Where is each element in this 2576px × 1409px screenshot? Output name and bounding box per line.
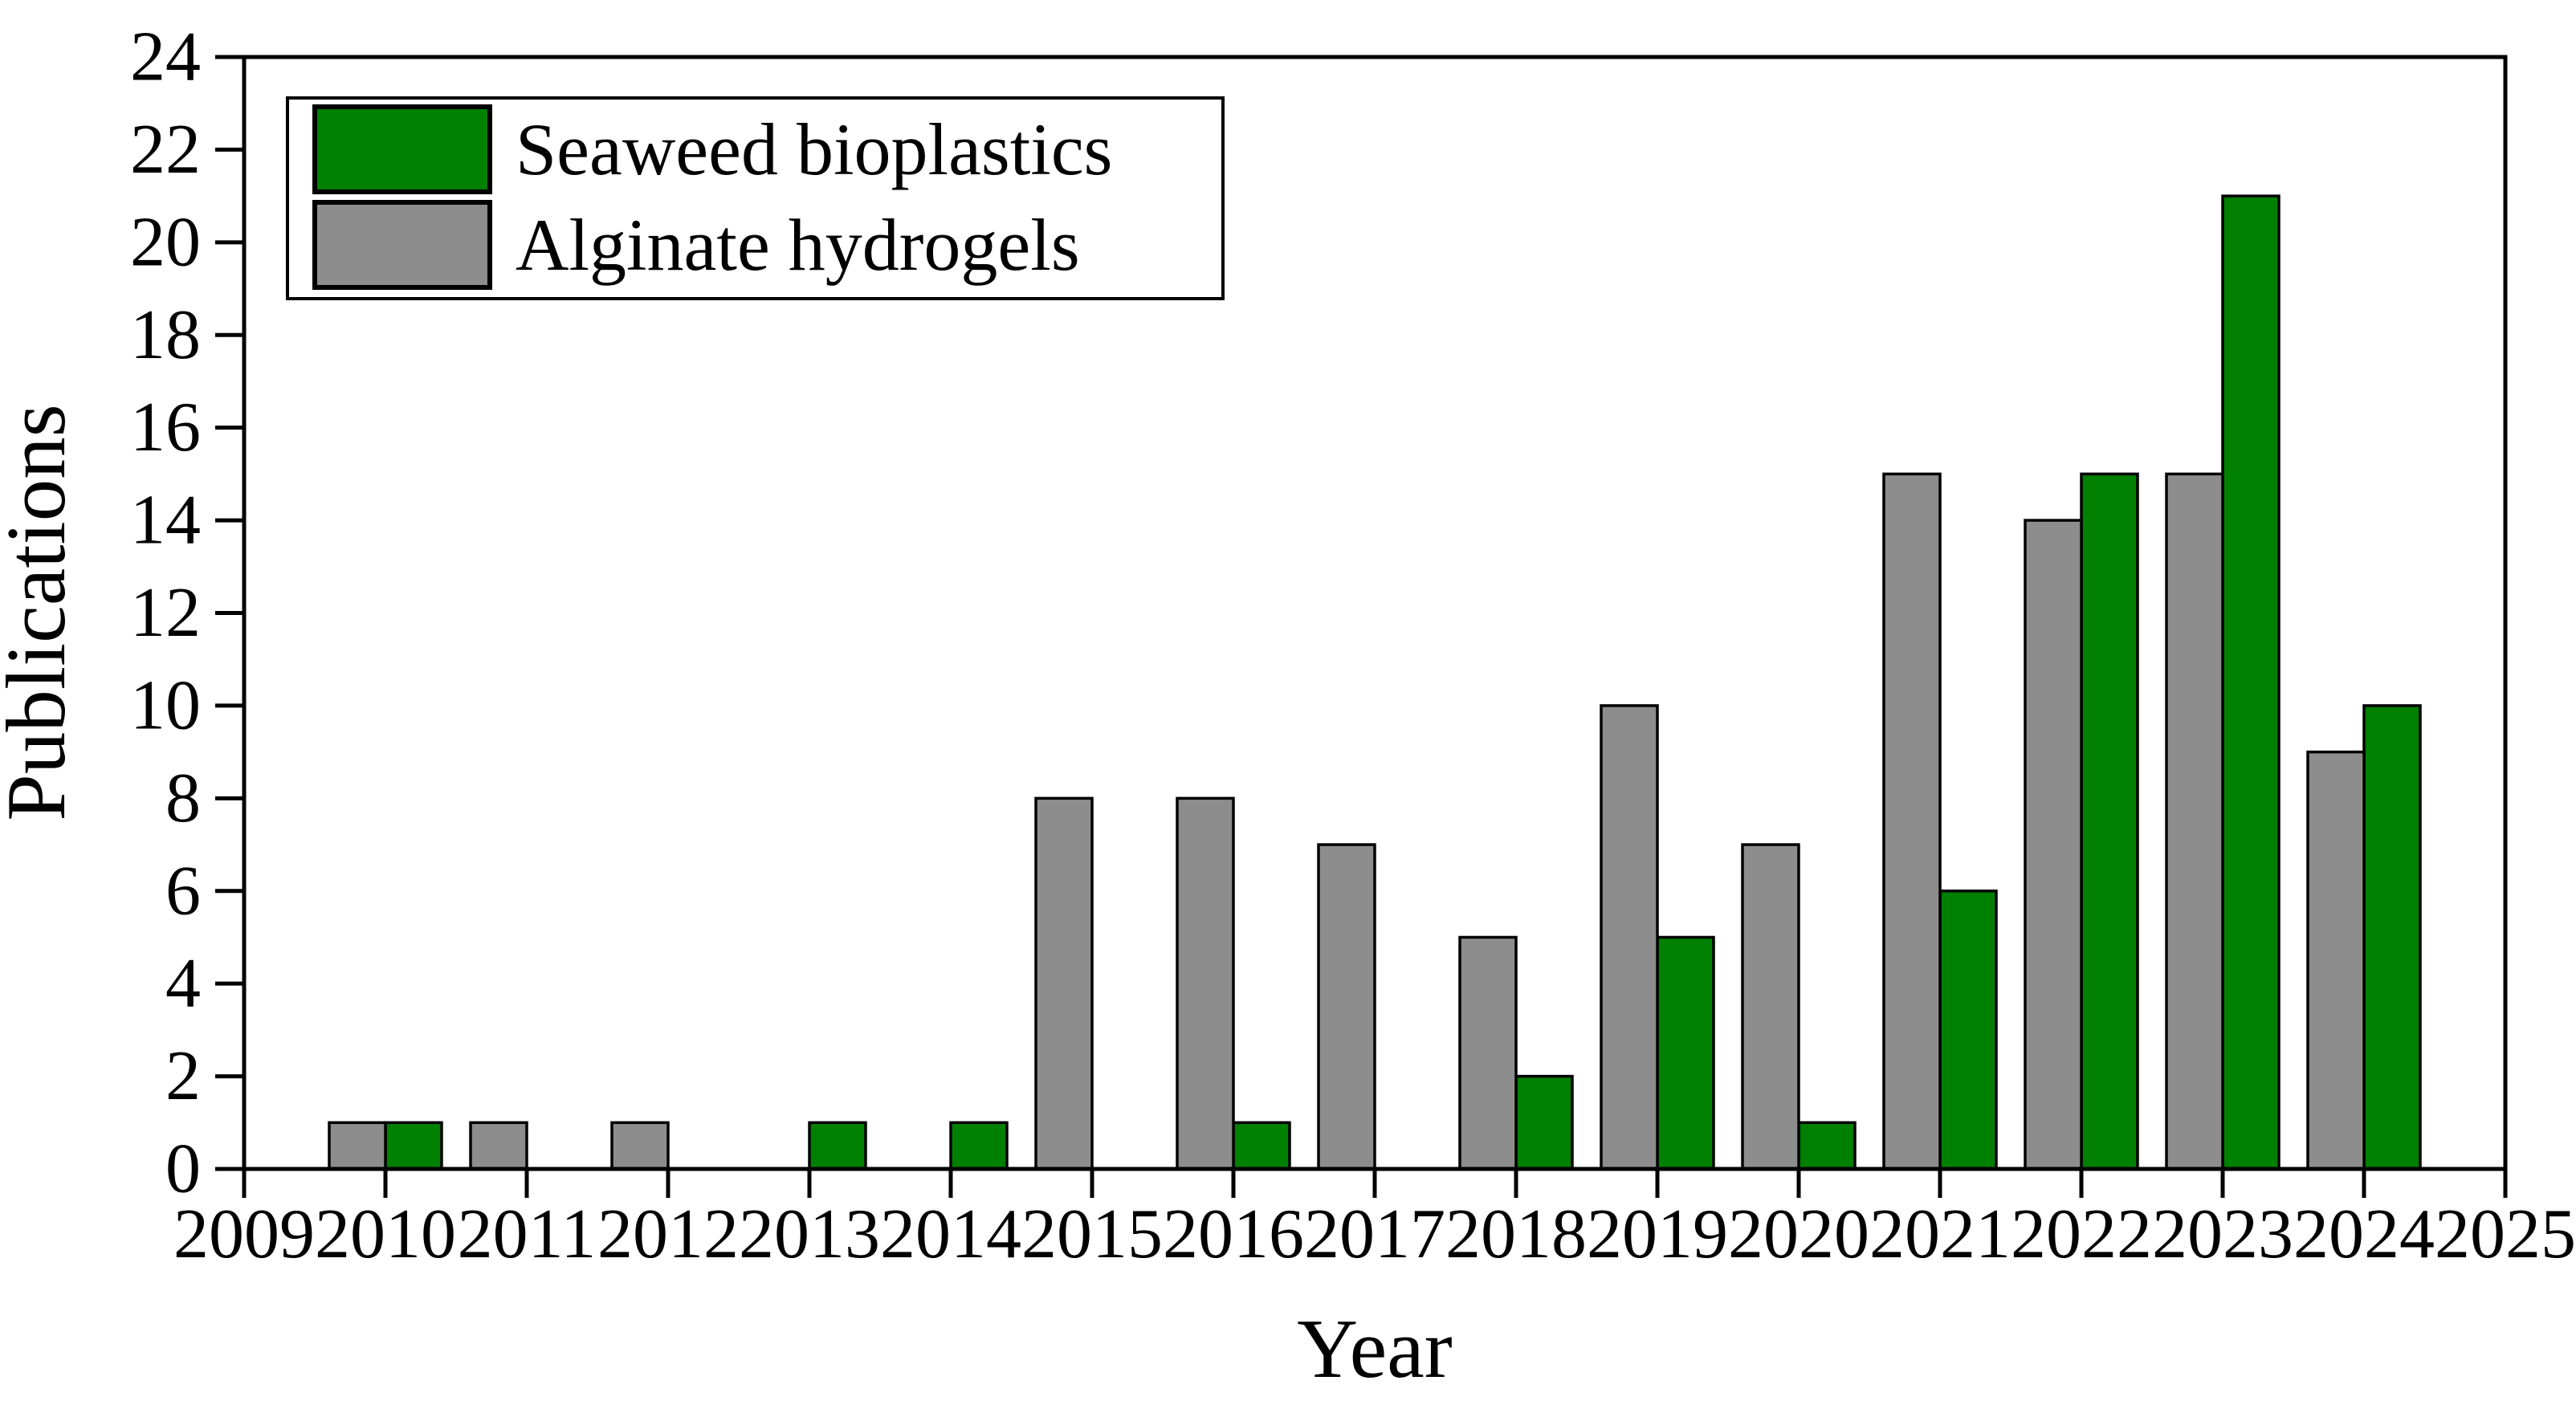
bar-alginate-hydrogels-2024 <box>2306 750 2366 1171</box>
legend-label-seaweed-bioplastics: Seaweed bioplastics <box>516 108 1112 190</box>
x-tick-label: 2022 <box>2011 1195 2152 1273</box>
y-axis-title: Publications <box>0 404 83 821</box>
y-tick-label: 4 <box>165 945 201 1023</box>
bar-seaweed-bioplastics-2023 <box>2221 194 2280 1171</box>
bar-seaweed-bioplastics-2018 <box>1514 1074 1574 1171</box>
bar-alginate-hydrogels-2021 <box>1882 472 1942 1171</box>
bar-alginate-hydrogels-2011 <box>469 1121 528 1171</box>
x-tick-label: 2009 <box>173 1195 315 1273</box>
y-tick-label: 24 <box>130 18 201 96</box>
y-tick-label: 6 <box>165 852 201 930</box>
x-tick-label: 2018 <box>1445 1195 1587 1273</box>
y-tick-label: 20 <box>130 203 201 281</box>
legend-label-alginate-hydrogels: Alginate hydrogels <box>516 204 1080 286</box>
x-tick-label: 2016 <box>1163 1195 1304 1273</box>
y-tick-label: 22 <box>130 111 201 189</box>
bar-seaweed-bioplastics-2016 <box>1232 1121 1291 1171</box>
legend-swatch-seaweed-bioplastics <box>312 104 492 194</box>
bar-alginate-hydrogels-2010 <box>328 1121 387 1171</box>
x-axis-title: Year <box>1297 1301 1453 1395</box>
x-tick-label: 2021 <box>1869 1195 2011 1273</box>
bar-alginate-hydrogels-2016 <box>1176 796 1235 1171</box>
bar-alginate-hydrogels-2022 <box>2024 519 2083 1171</box>
y-axis-ticks <box>215 55 244 1171</box>
x-tick-label: 2011 <box>458 1195 597 1273</box>
legend-swatch-alginate-hydrogels <box>312 200 492 290</box>
plot-frame <box>242 55 2508 1171</box>
x-tick-label: 2015 <box>1021 1195 1163 1273</box>
x-tick-label: 2012 <box>597 1195 739 1273</box>
bar-alginate-hydrogels-2015 <box>1034 796 1094 1171</box>
x-tick-label: 2017 <box>1304 1195 1445 1273</box>
y-tick-label: 10 <box>130 666 201 744</box>
x-tick-label: 2010 <box>315 1195 456 1273</box>
y-tick-label: 16 <box>130 389 201 466</box>
y-tick-label: 8 <box>165 759 201 837</box>
bar-alginate-hydrogels-2017 <box>1317 843 1376 1171</box>
bar-alginate-hydrogels-2019 <box>1600 704 1659 1171</box>
legend: Seaweed bioplastics Alginate hydrogels <box>286 96 1225 300</box>
x-tick-label: 2024 <box>2293 1195 2435 1273</box>
y-tick-label: 18 <box>130 296 201 374</box>
y-tick-label: 2 <box>165 1037 201 1115</box>
y-tick-label: 12 <box>130 574 201 652</box>
bar-alginate-hydrogels-2018 <box>1458 935 1518 1171</box>
x-tick-label: 2020 <box>1728 1195 1869 1273</box>
bar-seaweed-bioplastics-2022 <box>2080 472 2139 1171</box>
y-tick-label: 0 <box>165 1130 201 1208</box>
x-tick-label: 2013 <box>739 1195 880 1273</box>
x-axis-tick-labels: 2009 2010 2011 2012 2013 2014 2015 2016 2017 2018… <box>173 1195 2576 1273</box>
bar-seaweed-bioplastics-2019 <box>1656 935 1715 1171</box>
bar-alginate-hydrogels-2012 <box>610 1121 670 1171</box>
x-tick-label: 2023 <box>2152 1195 2293 1273</box>
bar-groups <box>328 194 2422 1171</box>
x-tick-label: 2014 <box>880 1195 1021 1273</box>
bar-seaweed-bioplastics-2020 <box>1797 1121 1857 1171</box>
x-axis-ticks <box>242 1169 2508 1198</box>
x-tick-label: 2025 <box>2435 1195 2576 1273</box>
bar-seaweed-bioplastics-2021 <box>1938 890 1998 1171</box>
bar-alginate-hydrogels-2020 <box>1741 843 1800 1171</box>
bar-seaweed-bioplastics-2013 <box>808 1121 867 1171</box>
bar-seaweed-bioplastics-2014 <box>949 1121 1009 1171</box>
bar-seaweed-bioplastics-2024 <box>2362 704 2422 1171</box>
bar-seaweed-bioplastics-2010 <box>384 1121 443 1171</box>
x-tick-label: 2019 <box>1587 1195 1728 1273</box>
bar-alginate-hydrogels-2023 <box>2165 472 2224 1171</box>
y-tick-label: 14 <box>130 482 201 560</box>
